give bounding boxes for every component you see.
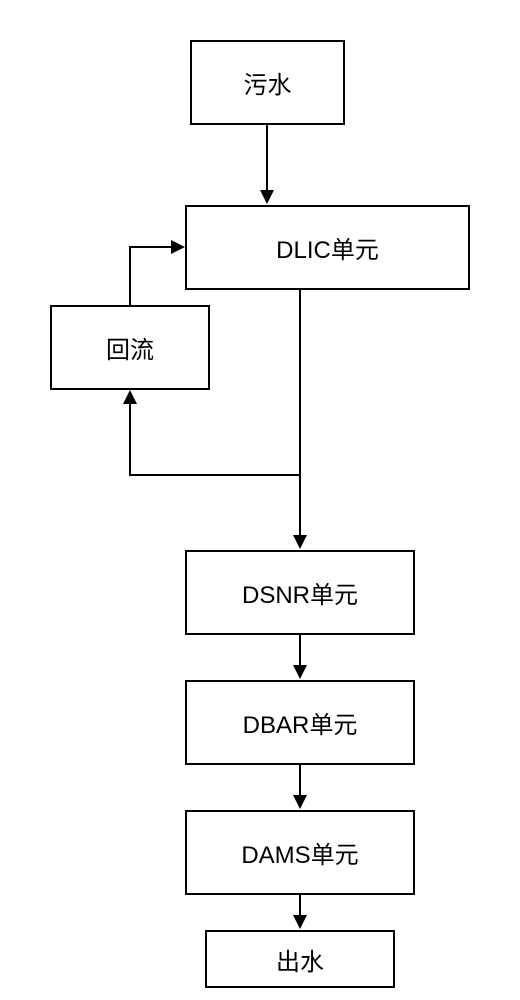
node-dbar-label: DBAR单元 — [243, 705, 358, 740]
node-sewage-label: 污水 — [244, 65, 292, 100]
node-dlic: DLIC单元 — [185, 205, 470, 290]
node-dsnr: DSNR单元 — [185, 550, 415, 635]
node-sewage: 污水 — [190, 40, 345, 125]
arrow-sewage-to-dlic — [266, 125, 268, 190]
arrowhead-dbar-to-dams — [293, 795, 307, 809]
node-outlet: 出水 — [205, 930, 395, 988]
node-outlet-label: 出水 — [276, 942, 324, 977]
arrow-branch-to-reflux-h — [129, 474, 301, 476]
arrowhead-dlic-to-dsnr — [293, 535, 307, 549]
arrowhead-sewage-to-dlic — [260, 190, 274, 204]
node-dams: DAMS单元 — [185, 810, 415, 895]
arrowhead-dams-to-outlet — [293, 915, 307, 929]
arrow-dsnr-to-dbar — [299, 635, 301, 665]
arrowhead-branch-to-reflux — [123, 390, 137, 404]
arrow-dlic-to-dsnr — [299, 290, 301, 535]
node-dbar: DBAR单元 — [185, 680, 415, 765]
arrowhead-reflux-to-dlic — [171, 240, 185, 254]
node-dlic-label: DLIC单元 — [276, 230, 379, 265]
arrow-reflux-to-dlic-h — [129, 246, 171, 248]
node-reflux-label: 回流 — [106, 330, 154, 365]
arrow-dbar-to-dams — [299, 765, 301, 795]
arrow-dams-to-outlet — [299, 895, 301, 915]
node-reflux: 回流 — [50, 305, 210, 390]
arrowhead-dsnr-to-dbar — [293, 665, 307, 679]
arrow-reflux-to-dlic-v — [129, 247, 131, 305]
arrow-branch-to-reflux-v — [129, 404, 131, 476]
node-dsnr-label: DSNR单元 — [242, 575, 358, 610]
node-dams-label: DAMS单元 — [241, 835, 358, 870]
